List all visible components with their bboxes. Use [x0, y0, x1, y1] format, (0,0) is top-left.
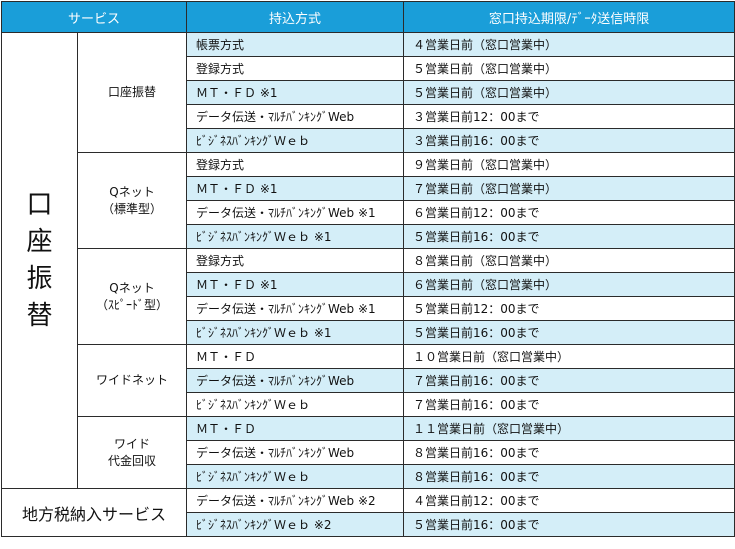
table-row: ﾋﾞｼﾞﾈｽﾊﾞﾝｷﾝｸﾞＷｅｂ ※2 ５営業日前16：00まで — [2, 512, 735, 537]
method-cell: データ伝送・ﾏﾙﾁﾊﾞﾝｷﾝｸﾞWeb — [186, 368, 405, 393]
subservice-cell: Qネット （ｽﾋﾟｰﾄﾞ型） — [76, 248, 188, 345]
deadline-table: サービス 持込方式 窓口持込期限/ﾃﾞｰﾀ送信時限 口座振替口座振替 帳票方式 ４営… — [0, 1, 735, 537]
deadline-cell: ８営業日前16：00まで — [403, 440, 735, 465]
deadline-cell: ４営業日前12：00まで — [403, 488, 735, 513]
table-row: ﾋﾞｼﾞﾈｽﾊﾞﾝｷﾝｸﾞＷｅｂ ※1 ５営業日前16：00まで — [2, 320, 735, 345]
header-method: 持込方式 — [186, 1, 405, 33]
deadline-cell: ７営業日前16：00まで — [403, 392, 735, 417]
table-row: ＭＴ・ＦＤ ※1 ７営業日前（窓口営業中） — [2, 176, 735, 201]
service-name-cell: 口座振替 — [1, 32, 78, 489]
service-name-char: 替 — [26, 300, 53, 331]
method-cell: データ伝送・ﾏﾙﾁﾊﾞﾝｷﾝｸﾞWeb ※1 — [186, 296, 405, 321]
table-row: ＭＴ・ＦＤ ※1 ５営業日前（窓口営業中） — [2, 80, 735, 105]
deadline-cell: ４営業日前（窓口営業中） — [403, 32, 735, 57]
subservice-label: 口座振替 — [108, 85, 157, 99]
deadline-cell: ５営業日前16：00まで — [403, 512, 735, 537]
table-row: 登録方式 ５営業日前（窓口営業中） — [2, 56, 735, 81]
deadline-cell: ７営業日前（窓口営業中） — [403, 176, 735, 201]
deadline-cell: ８営業日前16：00まで — [403, 464, 735, 489]
deadline-cell: ６営業日前（窓口営業中） — [403, 272, 735, 297]
method-cell: ﾋﾞｼﾞﾈｽﾊﾞﾝｷﾝｸﾞＷｅｂ ※1 — [186, 320, 405, 345]
header-row: サービス 持込方式 窓口持込期限/ﾃﾞｰﾀ送信時限 — [0, 1, 735, 33]
table-row: データ伝送・ﾏﾙﾁﾊﾞﾝｷﾝｸﾞWeb ３営業日前12：00まで — [2, 104, 735, 129]
table-row: ワイド 代金回収 ＭＴ・ＦＤ １１営業日前（窓口営業中） — [2, 416, 735, 489]
deadline-cell: １０営業日前（窓口営業中） — [403, 344, 735, 369]
table-row: ﾋﾞｼﾞﾈｽﾊﾞﾝｷﾝｸﾞＷｅｂ ８営業日前16：00まで — [2, 464, 735, 489]
method-cell: ＭＴ・ＦＤ ※1 — [186, 272, 405, 297]
method-cell: データ伝送・ﾏﾙﾁﾊﾞﾝｷﾝｸﾞWeb — [186, 440, 405, 465]
table-row: ﾋﾞｼﾞﾈｽﾊﾞﾝｷﾝｸﾞＷｅｂ ※1 ５営業日前16：00まで — [2, 224, 735, 249]
deadline-cell: ５営業日前（窓口営業中） — [403, 80, 735, 105]
table-row: ﾋﾞｼﾞﾈｽﾊﾞﾝｷﾝｸﾞＷｅｂ ３営業日前16：00まで — [2, 128, 735, 153]
table-row: データ伝送・ﾏﾙﾁﾊﾞﾝｷﾝｸﾞWeb ８営業日前16：00まで — [2, 440, 735, 465]
deadline-cell: ３営業日前16：00まで — [403, 128, 735, 153]
table-row: Qネット （ｽﾋﾟｰﾄﾞ型） 登録方式 ８営業日前（窓口営業中） — [2, 248, 735, 345]
subservice-label: ワイドネット — [96, 373, 169, 387]
service-name-char: 口 — [26, 189, 53, 220]
service-name-char: 座 — [26, 226, 53, 257]
method-cell: ﾋﾞｼﾞﾈｽﾊﾞﾝｷﾝｸﾞＷｅｂ ※2 — [186, 512, 405, 537]
method-cell: 登録方式 — [186, 248, 405, 273]
subservice-label: Qネット — [109, 184, 155, 199]
method-cell: ﾋﾞｼﾞﾈｽﾊﾞﾝｷﾝｸﾞＷｅｂ — [186, 464, 405, 489]
method-cell: ＭＴ・ＦＤ — [186, 344, 405, 369]
subservice-label: ワイド — [114, 436, 151, 451]
deadline-cell: ７営業日前16：00まで — [403, 368, 735, 393]
deadline-cell: ８営業日前（窓口営業中） — [403, 248, 735, 273]
deadline-cell: ５営業日前（窓口営業中） — [403, 56, 735, 81]
deadline-cell: ５営業日前16：00まで — [403, 320, 735, 345]
deadline-cell: ５営業日前12：00まで — [403, 296, 735, 321]
table-row: データ伝送・ﾏﾙﾁﾊﾞﾝｷﾝｸﾞWeb ※1 ６営業日前12：00まで — [2, 200, 735, 225]
method-cell: ＭＴ・ＦＤ ※1 — [186, 176, 405, 201]
method-cell: データ伝送・ﾏﾙﾁﾊﾞﾝｷﾝｸﾞWeb ※2 — [186, 488, 405, 513]
deadline-cell: ３営業日前12：00まで — [403, 104, 735, 129]
subservice-label: 代金回収 — [108, 453, 157, 468]
subservice-cell: ワイド 代金回収 — [76, 416, 188, 489]
service-name-char: 振 — [26, 263, 53, 294]
table-row: データ伝送・ﾏﾙﾁﾊﾞﾝｷﾝｸﾞWeb ７営業日前16：00まで — [2, 368, 735, 393]
subservice-cell: Qネット （標準型） — [76, 152, 188, 249]
deadline-cell: １１営業日前（窓口営業中） — [403, 416, 735, 441]
subservice-label: （標準型） — [102, 201, 163, 216]
table-row: ワイドネット ＭＴ・ＦＤ １０営業日前（窓口営業中） — [2, 344, 735, 417]
method-cell: ＭＴ・ＦＤ ※1 — [186, 80, 405, 105]
table-row: 地方税納入サービス データ伝送・ﾏﾙﾁﾊﾞﾝｷﾝｸﾞWeb ※2 ４営業日前12：0… — [0, 488, 735, 537]
method-cell: ＭＴ・ＦＤ — [186, 416, 405, 441]
method-cell: データ伝送・ﾏﾙﾁﾊﾞﾝｷﾝｸﾞWeb ※1 — [186, 200, 405, 225]
subservice-cell: ワイドネット — [76, 344, 188, 417]
header-service: サービス — [0, 1, 188, 33]
table-row: ＭＴ・ＦＤ ※1 ６営業日前（窓口営業中） — [2, 272, 735, 297]
method-cell: 登録方式 — [186, 56, 405, 81]
deadline-cell: ５営業日前16：00まで — [403, 224, 735, 249]
method-cell: ﾋﾞｼﾞﾈｽﾊﾞﾝｷﾝｸﾞＷｅｂ — [186, 392, 405, 417]
header-deadline: 窓口持込期限/ﾃﾞｰﾀ送信時限 — [403, 1, 735, 33]
method-cell: ﾋﾞｼﾞﾈｽﾊﾞﾝｷﾝｸﾞＷｅｂ — [186, 128, 405, 153]
region-service-cell: 地方税納入サービス — [0, 488, 188, 537]
method-cell: データ伝送・ﾏﾙﾁﾊﾞﾝｷﾝｸﾞWeb — [186, 104, 405, 129]
table-row: Qネット （標準型） 登録方式 ９営業日前（窓口営業中） — [2, 152, 735, 249]
deadline-cell: ６営業日前12：00まで — [403, 200, 735, 225]
subservice-label: （ｽﾋﾟｰﾄﾞ型） — [96, 297, 169, 312]
method-cell: ﾋﾞｼﾞﾈｽﾊﾞﾝｷﾝｸﾞＷｅｂ ※1 — [186, 224, 405, 249]
method-cell: 帳票方式 — [186, 32, 405, 57]
deadline-cell: ９営業日前（窓口営業中） — [403, 152, 735, 177]
table-row: 口座振替口座振替 帳票方式 ４営業日前（窓口営業中） — [1, 32, 735, 489]
method-cell: 登録方式 — [186, 152, 405, 177]
table-row: ﾋﾞｼﾞﾈｽﾊﾞﾝｷﾝｸﾞＷｅｂ ７営業日前16：00まで — [2, 392, 735, 417]
subservice-label: Qネット — [109, 280, 155, 295]
subservice-cell: 口座振替 — [76, 32, 188, 153]
